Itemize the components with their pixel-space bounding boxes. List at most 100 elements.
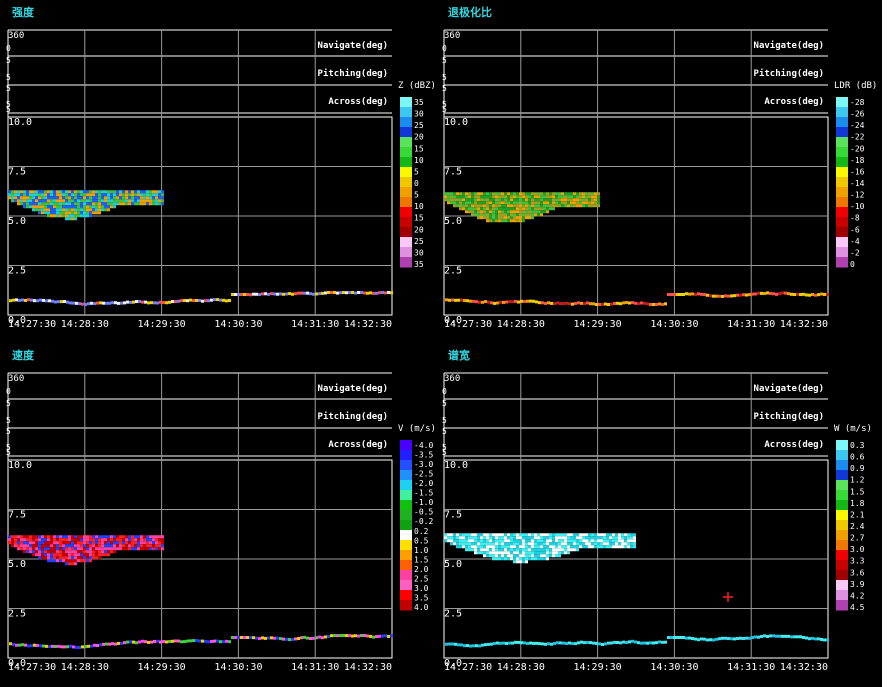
echo-cell bbox=[534, 198, 537, 202]
ground-cell bbox=[787, 634, 790, 638]
echo-cell bbox=[134, 535, 137, 539]
echo-cell bbox=[570, 533, 573, 537]
echo-cell bbox=[29, 535, 32, 539]
echo-cell bbox=[468, 192, 471, 196]
echo-cell bbox=[80, 535, 83, 539]
echo-cell bbox=[17, 544, 20, 548]
colorbar-tick: 30 bbox=[414, 248, 424, 257]
ground-cell bbox=[57, 644, 60, 648]
echo-cell bbox=[483, 548, 486, 552]
ground-cell bbox=[793, 293, 796, 297]
echo-cell bbox=[495, 551, 498, 555]
echo-cell bbox=[32, 550, 35, 554]
ground-cell bbox=[246, 293, 249, 296]
colorbar-swatch bbox=[836, 127, 848, 138]
echo-cell bbox=[573, 204, 576, 208]
echo-cell bbox=[155, 199, 158, 203]
echo-cell bbox=[107, 547, 110, 551]
echo-cell bbox=[513, 219, 516, 223]
echo-cell bbox=[101, 535, 104, 539]
echo-cell bbox=[158, 190, 161, 194]
ground-cell bbox=[808, 637, 811, 641]
echo-cell bbox=[525, 539, 528, 543]
ground-cell bbox=[559, 641, 562, 645]
echo-cell bbox=[17, 202, 20, 206]
y-tick-label: 10.0 bbox=[444, 117, 468, 128]
echo-cell bbox=[80, 541, 83, 545]
pitching-label: Pitching(deg) bbox=[318, 411, 388, 422]
echo-cell bbox=[546, 536, 549, 540]
echo-cell bbox=[549, 207, 552, 211]
echo-cell bbox=[480, 539, 483, 543]
colorbar-tick: 10 bbox=[414, 156, 424, 165]
echo-cell bbox=[77, 190, 80, 194]
echo-cell bbox=[480, 198, 483, 202]
echo-cell bbox=[498, 201, 501, 205]
echo-cell bbox=[576, 542, 579, 546]
echo-cell bbox=[101, 538, 104, 542]
echo-cell bbox=[621, 545, 624, 549]
echo-cell bbox=[579, 204, 582, 208]
echo-cell bbox=[528, 213, 531, 217]
echo-cell bbox=[23, 541, 26, 545]
ground-cell bbox=[381, 634, 384, 638]
echo-cell bbox=[86, 208, 89, 212]
echo-cell bbox=[555, 204, 558, 208]
echo-cell bbox=[519, 210, 522, 214]
echo-cell bbox=[498, 548, 501, 552]
echo-cell bbox=[510, 198, 513, 202]
echo-cell bbox=[576, 201, 579, 205]
echo-cell bbox=[23, 205, 26, 209]
ground-cell bbox=[547, 301, 550, 305]
echo-cloud bbox=[8, 190, 164, 221]
echo-cell bbox=[555, 551, 558, 555]
echo-cell bbox=[71, 550, 74, 554]
ground-cell bbox=[454, 642, 457, 646]
echo-cell bbox=[453, 536, 456, 540]
echo-cell bbox=[89, 193, 92, 197]
navigate-label: Navigate(deg) bbox=[754, 383, 824, 394]
ground-cell bbox=[351, 634, 354, 638]
echo-cell bbox=[26, 547, 29, 551]
echo-cell bbox=[474, 548, 477, 552]
echo-cell bbox=[152, 196, 155, 200]
echo-cell bbox=[152, 199, 155, 203]
echo-cell bbox=[495, 207, 498, 211]
echo-cell bbox=[462, 207, 465, 211]
ground-cell bbox=[745, 636, 748, 640]
ground-cell bbox=[216, 639, 219, 643]
ground-cell bbox=[445, 642, 448, 646]
ground-cell bbox=[649, 641, 652, 645]
echo-cell bbox=[447, 192, 450, 196]
echo-cell bbox=[119, 193, 122, 197]
echo-cell bbox=[558, 198, 561, 202]
echo-cell bbox=[131, 544, 134, 548]
echo-cell bbox=[134, 193, 137, 197]
ground-cell bbox=[336, 291, 339, 295]
echo-cell bbox=[540, 533, 543, 537]
echo-cell bbox=[113, 538, 116, 542]
echo-cell bbox=[77, 535, 80, 539]
ground-cell bbox=[478, 644, 481, 648]
echo-cell bbox=[44, 193, 47, 197]
x-tick-label: 14:31:30 bbox=[291, 662, 339, 673]
echo-cell bbox=[29, 538, 32, 542]
y-tick-label: 0.0 bbox=[8, 315, 26, 326]
ground-cell bbox=[673, 636, 676, 639]
echo-cell bbox=[501, 198, 504, 202]
ground-cell bbox=[159, 300, 162, 304]
echo-cell bbox=[104, 538, 107, 542]
echo-cell bbox=[525, 542, 528, 546]
colorbar bbox=[836, 440, 848, 611]
echo-cell bbox=[561, 536, 564, 540]
ground-cell bbox=[222, 298, 225, 302]
colorbar-swatch bbox=[400, 237, 412, 248]
x-tick-label: 14:28:30 bbox=[61, 319, 109, 330]
echo-cell bbox=[110, 196, 113, 200]
echo-cell bbox=[50, 553, 53, 557]
echo-cell bbox=[29, 193, 32, 197]
echo-cell bbox=[26, 193, 29, 197]
ground-cell bbox=[189, 639, 192, 643]
ground-cell bbox=[556, 301, 559, 305]
ground-cell bbox=[631, 301, 634, 305]
